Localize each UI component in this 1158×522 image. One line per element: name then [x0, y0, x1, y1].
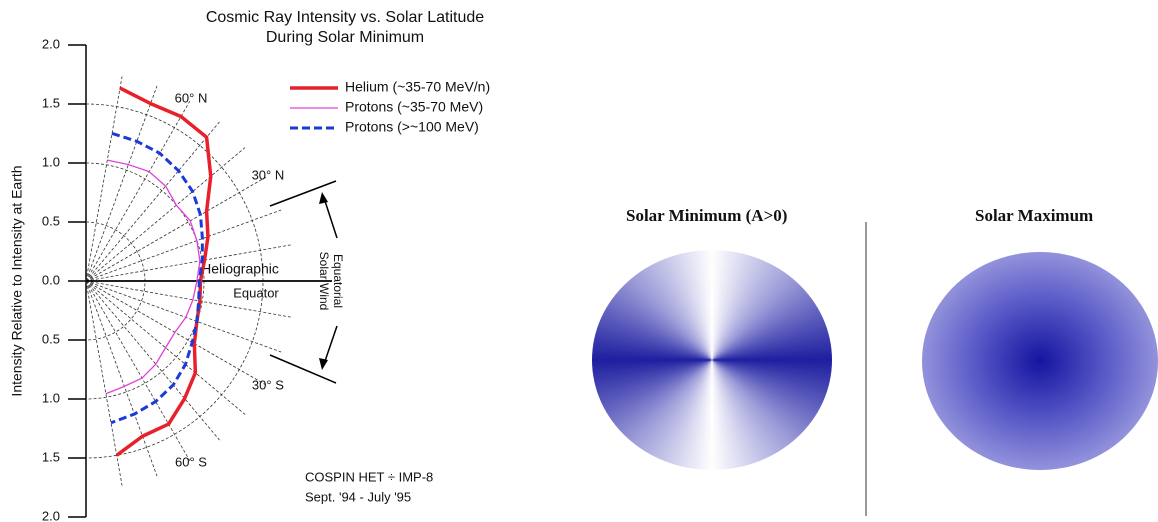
latitude-label: 30° N: [252, 167, 285, 182]
y-tick-label: 1.5: [42, 95, 60, 110]
arrow-head: [319, 192, 328, 204]
y-tick-label: 1.0: [42, 390, 60, 405]
wind-line: [269, 354, 337, 384]
latitude-label: 60° S: [175, 454, 207, 469]
annotation: COSPIN HET ÷ IMP-8: [305, 469, 433, 484]
y-tick-label: 2.0: [42, 508, 60, 522]
arrow-head: [319, 358, 328, 370]
annotation: Equator: [233, 285, 279, 300]
panel-title: Solar Minimum (A>0): [626, 206, 788, 225]
legend-label: Protons (~35-70 MeV): [345, 99, 483, 115]
grid-radial: [85, 280, 158, 477]
latitude-label: 30° S: [252, 377, 284, 392]
latitude-label: 60° N: [175, 91, 208, 106]
series-line: [110, 131, 204, 425]
y-tick-label: 0.5: [42, 331, 60, 346]
grid-radial: [85, 85, 158, 282]
legend-label: Protons (>~100 MeV): [345, 119, 479, 135]
series-line: [105, 159, 201, 395]
y-tick-label: 0.0: [42, 272, 60, 287]
arrow: [323, 197, 338, 239]
arrow: [323, 325, 338, 365]
y-axis-label: Intensity Relative to Intensity at Earth: [9, 165, 25, 396]
annotation: Equatorial: [331, 254, 345, 308]
legend-label: Helium (~35-70 MeV/n): [345, 79, 490, 95]
annotation: Heliographic: [201, 261, 279, 277]
chart: Cosmic Ray Intensity vs. Solar Latitude …: [9, 9, 490, 522]
divider: [865, 222, 867, 516]
annotation: Sept. '94 - July '95: [305, 489, 411, 504]
y-tick-label: 0.5: [42, 213, 60, 228]
solar-maximum-disk: [922, 252, 1158, 470]
y-tick-label: 1.5: [42, 449, 60, 464]
chart-title: Cosmic Ray Intensity vs. Solar Latitude: [206, 9, 484, 26]
y-tick-label: 1.0: [42, 154, 60, 169]
series-line: [115, 86, 213, 457]
solar-minimum-disk: [592, 250, 832, 470]
annotation: Solar Wind: [317, 252, 331, 311]
wind-line: [269, 180, 337, 207]
panel-title: Solar Maximum: [975, 206, 1094, 225]
y-tick-label: 2.0: [42, 36, 60, 51]
chart-subtitle: During Solar Minimum: [266, 29, 424, 46]
